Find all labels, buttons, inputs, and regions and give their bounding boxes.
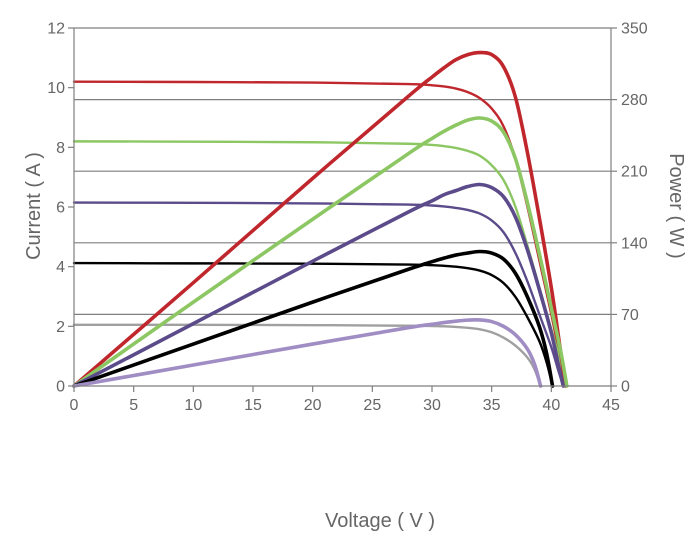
current-curve [72, 201, 565, 388]
x-tick-label: 30 [423, 397, 441, 414]
current-curve [72, 261, 554, 388]
current-curve [72, 80, 567, 388]
x-tick-label: 40 [542, 397, 560, 414]
axes [68, 27, 617, 392]
tick-labels: 0 2 4 6 8 10 12 0 70 140 210 280 350 0 5 10 15 20 25 30 35 40… [47, 21, 648, 415]
x-tick-label: 5 [129, 397, 138, 414]
power-curve [72, 116, 569, 388]
x-tick-label: 15 [244, 397, 262, 414]
y-tick-label: 8 [56, 140, 65, 157]
power-curve [72, 182, 566, 388]
y2-tick-label: 0 [621, 379, 630, 396]
x-tick-label: 45 [602, 397, 620, 414]
y-tick-label: 0 [56, 379, 65, 396]
power-curve [72, 318, 543, 388]
y-tick-label: 12 [47, 21, 65, 38]
power-curve [72, 50, 568, 388]
x-tick-label: 35 [483, 397, 501, 414]
x-axis-title: Voltage ( V ) [325, 510, 435, 532]
y-tick-label: 2 [56, 319, 65, 336]
y2-tick-label: 70 [621, 307, 639, 324]
current-curve [72, 323, 542, 388]
y-tick-label: 4 [56, 259, 65, 276]
series-group [72, 50, 569, 388]
y2-tick-label: 210 [621, 164, 648, 181]
x-tick-label: 10 [184, 397, 202, 414]
x-tick-label: 0 [70, 397, 79, 414]
y-axis-title: Current ( A ) [23, 152, 45, 260]
gridlines [74, 27, 611, 315]
x-tick-label: 20 [304, 397, 322, 414]
y2-tick-label: 350 [621, 21, 648, 38]
power-curve [72, 249, 555, 388]
x-tick-label: 25 [363, 397, 381, 414]
y2-tick-label: 140 [621, 235, 648, 252]
y-tick-label: 6 [56, 200, 65, 217]
y2-axis-title: Power ( W ) [665, 153, 687, 259]
y-tick-label: 10 [47, 80, 65, 97]
y2-tick-label: 280 [621, 92, 648, 109]
